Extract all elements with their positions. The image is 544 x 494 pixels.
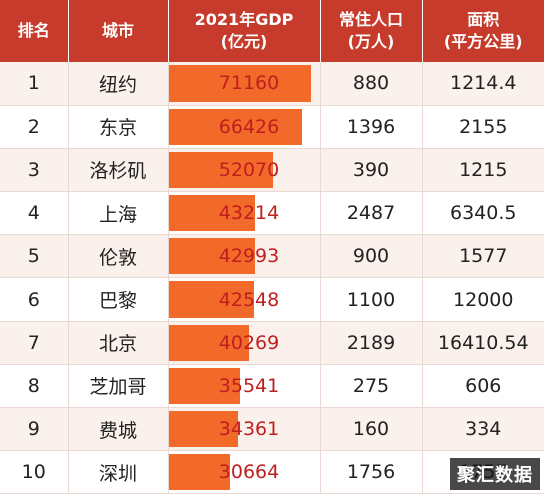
gdp-bar: [168, 454, 230, 491]
gdp-bar: [168, 65, 311, 102]
gdp-bar: [168, 151, 273, 189]
city-cell: 东京: [68, 105, 169, 149]
table-row: 8 芝加哥 35541 275 606: [0, 364, 544, 409]
city-cell: 上海: [68, 191, 169, 236]
city-cell: 芝加哥: [68, 364, 169, 409]
gdp-value: 40269: [218, 331, 280, 354]
gdp-value: 43214: [218, 202, 280, 225]
rank-cell: 8: [0, 364, 69, 409]
gdp-value: 42548: [218, 288, 280, 311]
gdp-cell: 30664: [168, 450, 321, 494]
city-cell: 北京: [68, 321, 169, 365]
gdp-bar: [168, 411, 238, 448]
header-row: 排名 城市 2021年GDP (亿元) 常住人口 (万人) 面积 (平方公里): [0, 0, 544, 62]
city-cell: 伦敦: [68, 234, 169, 279]
gdp-bar: [168, 195, 255, 232]
gdp-value: 66426: [218, 115, 280, 138]
table-row: 1 纽约 71160 880 1214.4: [0, 62, 544, 106]
gdp-value: 71160: [218, 72, 280, 95]
rank-cell: 4: [0, 191, 69, 236]
population-cell: 275: [320, 364, 423, 409]
city-cell: 费城: [68, 407, 169, 452]
gdp-bar: [168, 108, 302, 145]
area-cell: 1577: [422, 234, 544, 279]
gdp-cell: 34361: [168, 407, 321, 452]
area-cell: 6340.5: [422, 191, 544, 236]
gdp-value: 34361: [218, 418, 280, 441]
header-city: 城市: [68, 0, 169, 62]
rank-cell: 1: [0, 62, 69, 106]
area-cell: 1215: [422, 148, 544, 193]
watermark: 聚汇数据: [450, 458, 540, 490]
population-cell: 2487: [320, 191, 423, 236]
rank-cell: 5: [0, 234, 69, 279]
rank-cell: 3: [0, 148, 69, 193]
gdp-value: 52070: [218, 158, 280, 181]
population-cell: 1100: [320, 277, 423, 322]
table-body: 1 纽约 71160 880 1214.4 2 东京 66426 1396 2155 3 洛杉矶 520…: [0, 62, 544, 494]
header-rank: 排名: [0, 0, 69, 62]
rank-cell: 9: [0, 407, 69, 452]
table-row: 7 北京 40269 2189 16410.54: [0, 321, 544, 365]
gdp-cell: 42993: [168, 234, 321, 279]
population-cell: 880: [320, 62, 423, 106]
gdp-bar: [168, 281, 254, 318]
gdp-cell: 71160: [168, 62, 321, 106]
population-cell: 1396: [320, 105, 423, 149]
area-cell: 12000: [422, 277, 544, 322]
population-cell: 1756: [320, 450, 423, 494]
table-row: 2 东京 66426 1396 2155: [0, 105, 544, 149]
gdp-cell: 42548: [168, 277, 321, 322]
gdp-cell: 52070: [168, 148, 321, 193]
area-cell: 16410.54: [422, 321, 544, 365]
table-row: 6 巴黎 42548 1100 12000: [0, 277, 544, 322]
city-cell: 巴黎: [68, 277, 169, 322]
table-row: 3 洛杉矶 52070 390 1215: [0, 148, 544, 193]
rank-cell: 6: [0, 277, 69, 322]
gdp-value: 30664: [218, 461, 280, 484]
population-cell: 160: [320, 407, 423, 452]
gdp-bar: [168, 324, 249, 361]
gdp-value: 42993: [218, 245, 280, 268]
header-gdp: 2021年GDP (亿元): [168, 0, 321, 62]
rank-cell: 10: [0, 450, 69, 494]
population-cell: 2189: [320, 321, 423, 365]
gdp-cell: 66426: [168, 105, 321, 149]
gdp-bar: [168, 367, 240, 404]
table-row: 5 伦敦 42993 900 1577: [0, 234, 544, 279]
rank-cell: 7: [0, 321, 69, 365]
gdp-bar: [168, 238, 255, 275]
gdp-cell: 40269: [168, 321, 321, 365]
population-cell: 390: [320, 148, 423, 193]
header-area: 面积 (平方公里): [443, 10, 523, 51]
table-row: 9 费城 34361 160 334: [0, 407, 544, 452]
gdp-value: 35541: [218, 374, 280, 397]
area-cell: 2155: [422, 105, 544, 149]
header-population: 常住人口 (万人): [320, 0, 423, 62]
city-cell: 洛杉矶: [68, 148, 169, 193]
area-cell: 1214.4: [422, 62, 544, 106]
gdp-cell: 35541: [168, 364, 321, 409]
city-cell: 纽约: [68, 62, 169, 106]
rank-cell: 2: [0, 105, 69, 149]
table-row: 4 上海 43214 2487 6340.5: [0, 191, 544, 236]
population-cell: 900: [320, 234, 423, 279]
city-cell: 深圳: [68, 450, 169, 494]
area-cell: 606: [422, 364, 544, 409]
gdp-cell: 43214: [168, 191, 321, 236]
area-cell: 334: [422, 407, 544, 452]
